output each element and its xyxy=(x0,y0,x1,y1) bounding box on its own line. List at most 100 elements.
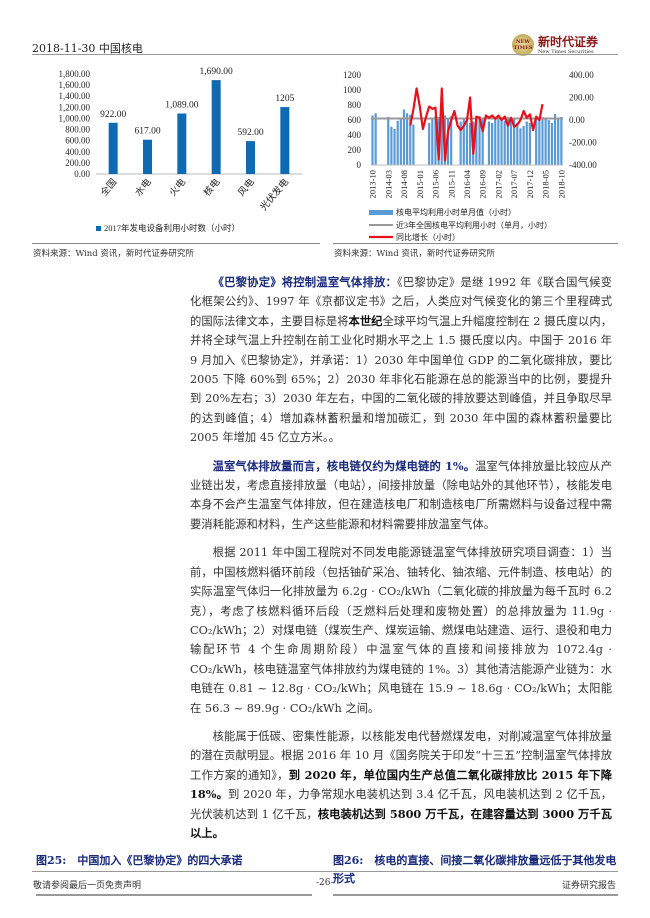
monthly-hours-bar xyxy=(506,117,509,165)
monthly-hours-bar xyxy=(547,120,550,165)
y-tick-label: 400.00 xyxy=(65,147,90,157)
paragraph-segment: 《巴黎协定》将控制温室气体排放： xyxy=(212,275,398,289)
monthly-hours-bar xyxy=(557,118,560,165)
y-tick-label: 800.00 xyxy=(65,125,90,135)
paragraph-segment: 全球平均气温上升幅度控制在 2 摄氏度以内，并将全球气温上升控制在前工业化时期水… xyxy=(190,314,612,445)
right-y-tick-label: 0.00 xyxy=(569,115,585,125)
x-tick-label: 火电 xyxy=(167,176,189,199)
y-tick-label: 1,400.00 xyxy=(59,91,91,101)
legend-swatch-bars xyxy=(369,210,393,215)
data-label: 922.00 xyxy=(100,110,126,120)
paragraph-segment: 核电装机达到 5800 万千瓦，在建容量达到 3000 万千瓦以上。 xyxy=(190,806,613,840)
monthly-hours-bar xyxy=(560,117,563,165)
paragraph-engineering-survey: 根据 2011 年中国工程院对不同发电能源链温室气体排放研究项目调查：1）当前，… xyxy=(190,543,612,718)
bar-火电 xyxy=(177,113,187,174)
bar-风电 xyxy=(246,141,255,174)
monthly-hours-bar xyxy=(519,128,522,165)
monthly-hours-bar xyxy=(468,123,472,165)
source-divider xyxy=(333,243,618,244)
logo-cn: 新时代证券 xyxy=(538,34,599,49)
bar-全国 xyxy=(108,122,118,174)
caption-row: 图25: 中国加入《巴黎协定》的四大承诺 图26: 核电的直接、间接二氧化碳排放… xyxy=(36,852,650,897)
x-tick-label: 2017-07 xyxy=(509,170,519,198)
monthly-hours-bar xyxy=(541,117,544,165)
company-logo: NEW TIMES 新时代证券 New Times Securities xyxy=(512,34,598,56)
monthly-hours-bar xyxy=(393,129,396,165)
x-tick-label: 2015-06 xyxy=(431,170,441,198)
paragraph-emission-comparison: 温室气体排放量而言，核电链仅约为煤电链的 1%。温室气体排放量比较应从产业链出发… xyxy=(190,457,612,535)
monthly-hours-bar xyxy=(387,117,390,165)
monthly-hours-bar xyxy=(459,121,462,165)
x-tick-label: 水电 xyxy=(132,176,154,199)
data-label: 617.00 xyxy=(134,127,160,137)
x-tick-label: 2016-04 xyxy=(462,169,472,198)
paragraph-13th-five-year: 核能属于低碳、密集性能源，以核能发电代替燃煤发电，对削减温室气体排放量的潜在贡献… xyxy=(190,727,612,843)
y-tick-label: 0.00 xyxy=(74,169,90,179)
bar-核电 xyxy=(211,80,221,174)
data-label: 1205 xyxy=(275,94,294,104)
header-date-title: 2018-11-30 中国核电 xyxy=(32,42,143,55)
monthly-hours-bar xyxy=(544,119,547,165)
paragraph-segment: 本世纪 xyxy=(348,313,383,328)
paragraph-segment: 核能属于低碳、密集性能源，以核能发电代替燃煤发电，对削减温室气体排放量的潜在贡献… xyxy=(190,729,612,782)
monthly-hours-bar xyxy=(412,124,415,165)
monthly-hours-bar xyxy=(535,118,538,165)
data-label: 1,089.00 xyxy=(165,101,199,111)
bar-水电 xyxy=(143,139,152,174)
x-tick-label: 2018-10 xyxy=(556,170,566,198)
left-y-tick-label: 600 xyxy=(348,115,362,125)
monthly-hours-bar xyxy=(487,121,491,165)
monthly-hours-bar xyxy=(431,118,434,165)
monthly-hours-bar xyxy=(440,114,443,165)
source-divider xyxy=(32,243,320,244)
left-y-tick-label: 1200 xyxy=(343,70,362,80)
y-tick-label: 1,600.00 xyxy=(59,80,91,90)
monthly-hours-bar xyxy=(553,114,557,165)
monthly-hours-bar xyxy=(390,126,393,165)
y-tick-label: 1,000.00 xyxy=(59,113,91,123)
paragraph-segment: 《巴黎协定》是继 1992 年《联合国气候变化框架公约》、1997 年《京都议定… xyxy=(190,276,612,328)
monthly-hours-bar xyxy=(462,119,465,165)
figure-26-caption-box: 图26: 核电的直接、间接二氧化碳排放量远低于其他发电形式 xyxy=(333,852,618,897)
monthly-hours-bar xyxy=(497,117,500,165)
figure-25-caption: 图25: 中国加入《巴黎协定》的四大承诺 xyxy=(36,854,243,868)
monthly-hours-bar xyxy=(481,118,484,165)
figure-25-caption-box: 图25: 中国加入《巴黎协定》的四大承诺 xyxy=(36,852,312,897)
bar-光伏发电 xyxy=(280,107,290,174)
y-tick-label: 600.00 xyxy=(65,136,90,146)
monthly-hours-bar xyxy=(450,116,453,165)
monthly-hours-bar xyxy=(509,120,513,165)
monthly-hours-bar xyxy=(516,123,519,165)
left-y-tick-label: 1000 xyxy=(343,85,362,95)
monthly-hours-bar xyxy=(528,123,531,165)
legend-label: 同比增长（小时） xyxy=(396,232,460,242)
footer-divider xyxy=(32,871,618,872)
x-tick-label: 2016-09 xyxy=(478,170,488,198)
monthly-hours-bar xyxy=(500,119,503,165)
left-y-tick-label: 0 xyxy=(357,160,362,170)
monthly-hours-bar xyxy=(494,120,497,165)
paragraph-segment: 根据 2011 年中国工程院对不同发电能源链温室气体排放研究项目调查：1）当前，… xyxy=(190,546,612,715)
monthly-hours-bar xyxy=(434,116,437,165)
left-y-tick-label: 800 xyxy=(348,100,362,110)
left-y-tick-label: 200 xyxy=(348,145,362,155)
x-tick-label: 风电 xyxy=(235,176,257,199)
x-tick-label: 2017-02 xyxy=(493,170,503,198)
monthly-hours-bar xyxy=(478,116,481,165)
left-chart-source: 资料来源：Wind 资讯，新时代证券研究所 xyxy=(33,249,194,259)
monthly-hours-bar xyxy=(409,114,412,165)
paragraph-segment: 温室气体排放量比较应从产业链出发，考虑直接排放量（电站），间接排放量（除电站外的… xyxy=(190,459,612,531)
monthly-hours-bar xyxy=(374,113,377,165)
paragraph-paris-agreement: 《巴黎协定》将控制温室气体排放：《巴黎协定》是继 1992 年《联合国气候变化框… xyxy=(190,273,612,448)
x-tick-label: 2014-08 xyxy=(399,170,409,198)
legend-label: 近3年全国核电平均利用小时（单月，小时） xyxy=(396,220,552,230)
legend-label: 2017年发电设备利用小时数（小时） xyxy=(104,223,240,233)
yoy-growth-line xyxy=(409,87,544,162)
data-label: 592.00 xyxy=(237,128,263,138)
monthly-hours-bar xyxy=(522,126,525,165)
x-tick-label: 2013-10 xyxy=(368,170,378,198)
legend-swatch xyxy=(96,226,101,231)
monthly-hours-bar xyxy=(399,119,402,165)
paragraph-segment: 到 2020 年，力争常规水电装机达到 3.4 亿千瓦，风电装机达到 2 亿千瓦… xyxy=(190,788,612,821)
paragraph-segment: 温室气体排放量而言，核电链仅约为煤电链的 1%。 xyxy=(212,458,476,473)
